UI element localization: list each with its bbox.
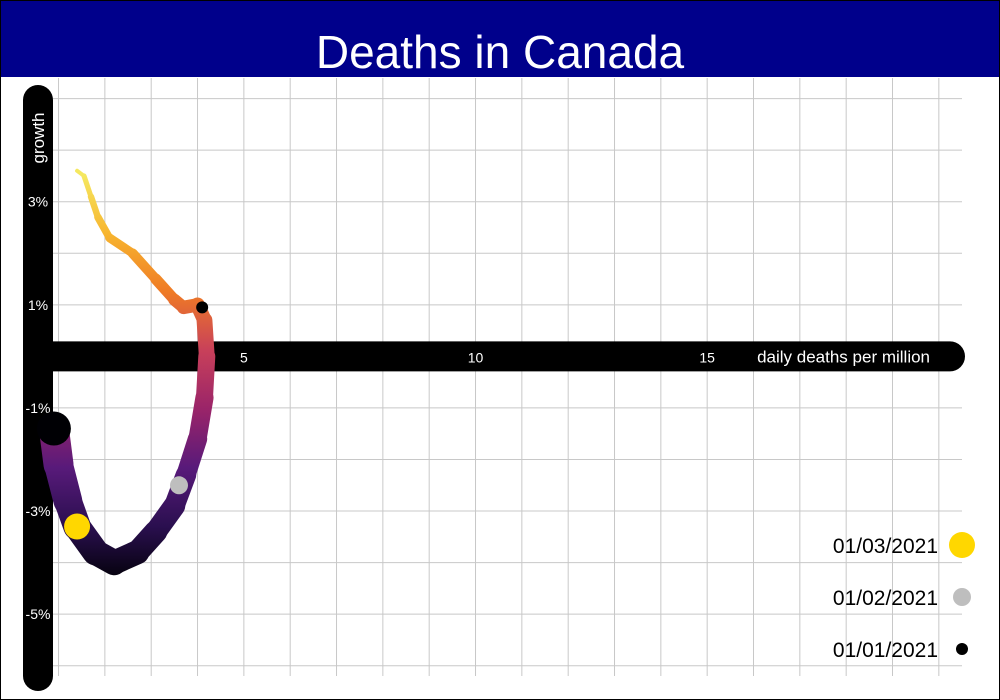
series-endpoint: [36, 411, 71, 446]
y-axis-title: growth: [29, 112, 48, 163]
legend-label: 01/03/2021: [833, 535, 938, 558]
y-tick-label: 3%: [28, 194, 48, 210]
date-marker: [196, 301, 209, 314]
title-bar: Deaths in Canada: [1, 1, 999, 78]
legend-label: 01/02/2021: [833, 587, 938, 610]
legend-swatch: [949, 532, 975, 558]
y-tick-label: -1%: [26, 400, 51, 416]
x-tick-label: 15: [699, 349, 715, 365]
legend-swatch: [956, 643, 968, 655]
y-tick-label: -5%: [26, 606, 51, 622]
grid: [40, 78, 962, 676]
y-tick-label: -3%: [26, 503, 51, 519]
legend-label: 01/01/2021: [833, 639, 938, 662]
series-segment: [81, 173, 94, 200]
y-tick-label: 1%: [28, 297, 48, 313]
legend: 01/03/2021 01/02/2021 01/01/2021: [833, 532, 975, 662]
legend-swatch: [953, 588, 971, 606]
axes: 5 10 15 3% 1% -1% -3% -5% daily deaths per milli…: [23, 85, 965, 691]
x-tick-label: 5: [240, 349, 248, 365]
x-tick-label: 10: [468, 349, 484, 365]
x-axis-title: daily deaths per million: [757, 347, 930, 366]
markers: [64, 301, 209, 540]
date-marker: [64, 513, 91, 540]
chart-title: Deaths in Canada: [315, 26, 685, 78]
date-marker: [169, 476, 188, 495]
series-segment: [127, 248, 161, 285]
